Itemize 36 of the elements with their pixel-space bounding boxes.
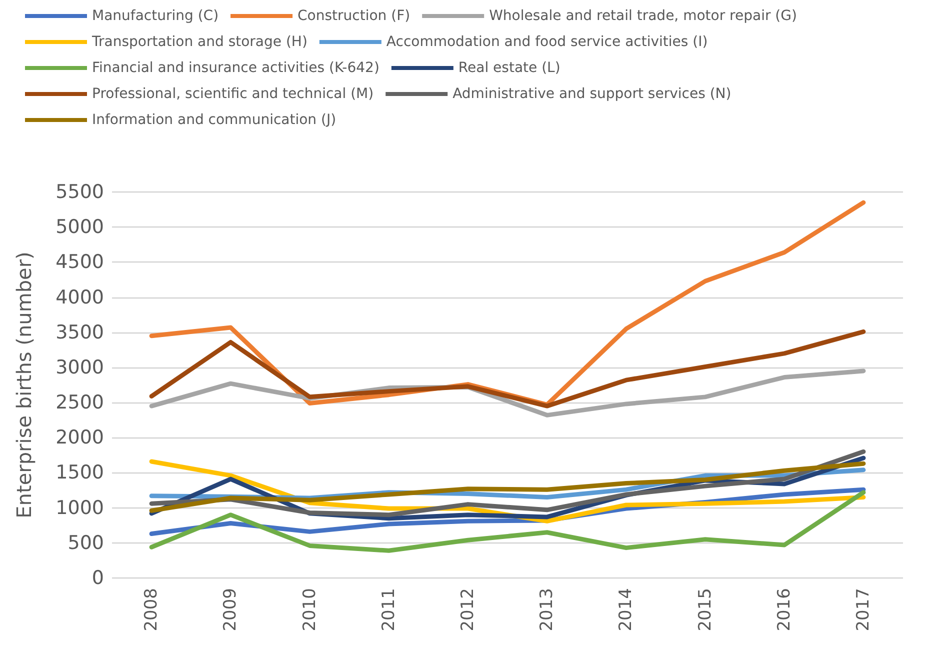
legend-label: Real estate (L) (458, 60, 560, 76)
x-tick-label: 2010 (300, 588, 320, 632)
legend-label: Manufacturing (C) (92, 8, 219, 24)
x-tick-label: 2012 (458, 588, 478, 632)
y-axis-title: Enterprise births (number) (12, 252, 36, 518)
y-tick-label: 5000 (56, 216, 104, 238)
y-tick-label: 500 (68, 532, 104, 554)
y-tick-label: 3500 (56, 321, 104, 344)
x-tick-label: 2015 (695, 588, 716, 632)
legend-label: Information and communication (J) (92, 112, 336, 128)
line-series (149, 461, 866, 513)
legend-label: Administrative and support services (N) (452, 86, 732, 102)
y-tick-label: 1500 (56, 462, 104, 484)
y-tick-label: 4500 (56, 251, 104, 274)
y-tick-label: 0 (92, 567, 104, 589)
y-tick-label: 3000 (56, 356, 104, 378)
y-tick-label: 4000 (56, 286, 104, 308)
line-series (149, 329, 866, 408)
legend-label: Accommodation and food service activities (I) (386, 34, 708, 50)
x-tick-label: 2013 (537, 588, 558, 632)
legend-label: Transportation and storage (H) (91, 34, 308, 50)
y-tick-label: 2500 (56, 392, 104, 414)
legend-label: Construction (F) (298, 8, 410, 24)
y-tick-label: 1000 (56, 496, 104, 519)
x-tick-label: 2009 (220, 588, 241, 632)
legend-label: Financial and insurance activities (K-642) (92, 60, 380, 76)
x-tick-label: 2014 (616, 588, 636, 632)
line-series (149, 490, 866, 553)
legend-label: Wholesale and retail trade, motor repair (G) (489, 8, 797, 24)
x-tick-label: 2008 (142, 588, 162, 632)
x-tick-label: 2011 (378, 588, 399, 632)
x-tick-label: 2017 (853, 588, 874, 632)
y-tick-label: 2000 (56, 426, 104, 449)
y-tick-label: 5500 (56, 181, 104, 203)
legend-label: Professional, scientific and technical (M) (92, 86, 374, 102)
x-tick-label: 2016 (774, 588, 794, 632)
